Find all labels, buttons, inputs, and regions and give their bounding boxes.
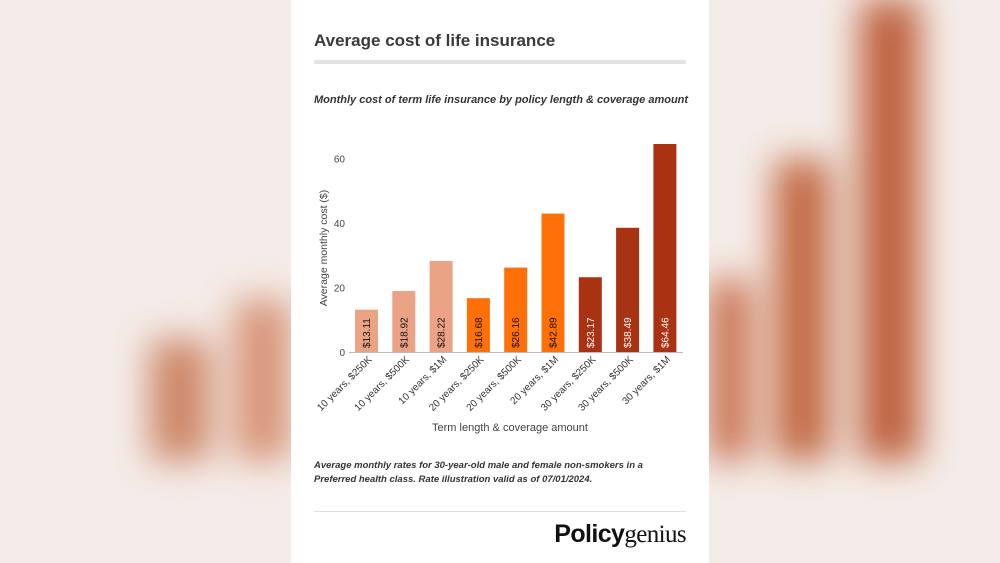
- bar: [429, 260, 453, 352]
- bar: [392, 290, 416, 352]
- bar: [578, 277, 602, 352]
- bar-value-label: $28.22: [437, 317, 448, 348]
- logo-regular-text: genius: [624, 521, 686, 548]
- chart-subtitle: Monthly cost of term life insurance by p…: [314, 94, 689, 106]
- title-divider: [314, 60, 686, 64]
- bar-value-label: $13.11: [362, 318, 373, 348]
- bar: [616, 227, 640, 352]
- bar: [541, 213, 565, 352]
- bar: [355, 309, 378, 352]
- bar: [653, 144, 677, 352]
- bar-value-label: $64.46: [660, 317, 671, 348]
- footnote: Average monthly rates for 30-year-old ma…: [314, 460, 643, 485]
- y-tick-label: 60: [334, 154, 346, 165]
- chart-card: Average cost of life insurance Monthly c…: [291, 0, 709, 563]
- logo-bold-text: Policy: [554, 520, 625, 548]
- y-tick-label: 20: [334, 283, 346, 294]
- bar-value-label: $42.89: [549, 317, 560, 348]
- bar-value-label: $38.49: [623, 317, 634, 348]
- bar-value-label: $23.17: [586, 317, 597, 348]
- y-axis-label: Average monthly cost ($): [318, 190, 330, 307]
- bar-value-label: $18.92: [399, 317, 410, 348]
- bar-value-label: $26.16: [511, 317, 522, 348]
- y-tick-label: 0: [339, 348, 345, 359]
- y-tick-label: 40: [334, 219, 346, 230]
- bar: [466, 298, 490, 352]
- bar-value-label: $16.68: [474, 317, 485, 348]
- footer-divider: [314, 511, 686, 512]
- x-axis-label: Term length & coverage amount: [432, 422, 588, 434]
- bar: [504, 267, 528, 352]
- chart-title: Average cost of life insurance: [314, 31, 556, 50]
- policygenius-logo: Policygenius: [554, 520, 686, 549]
